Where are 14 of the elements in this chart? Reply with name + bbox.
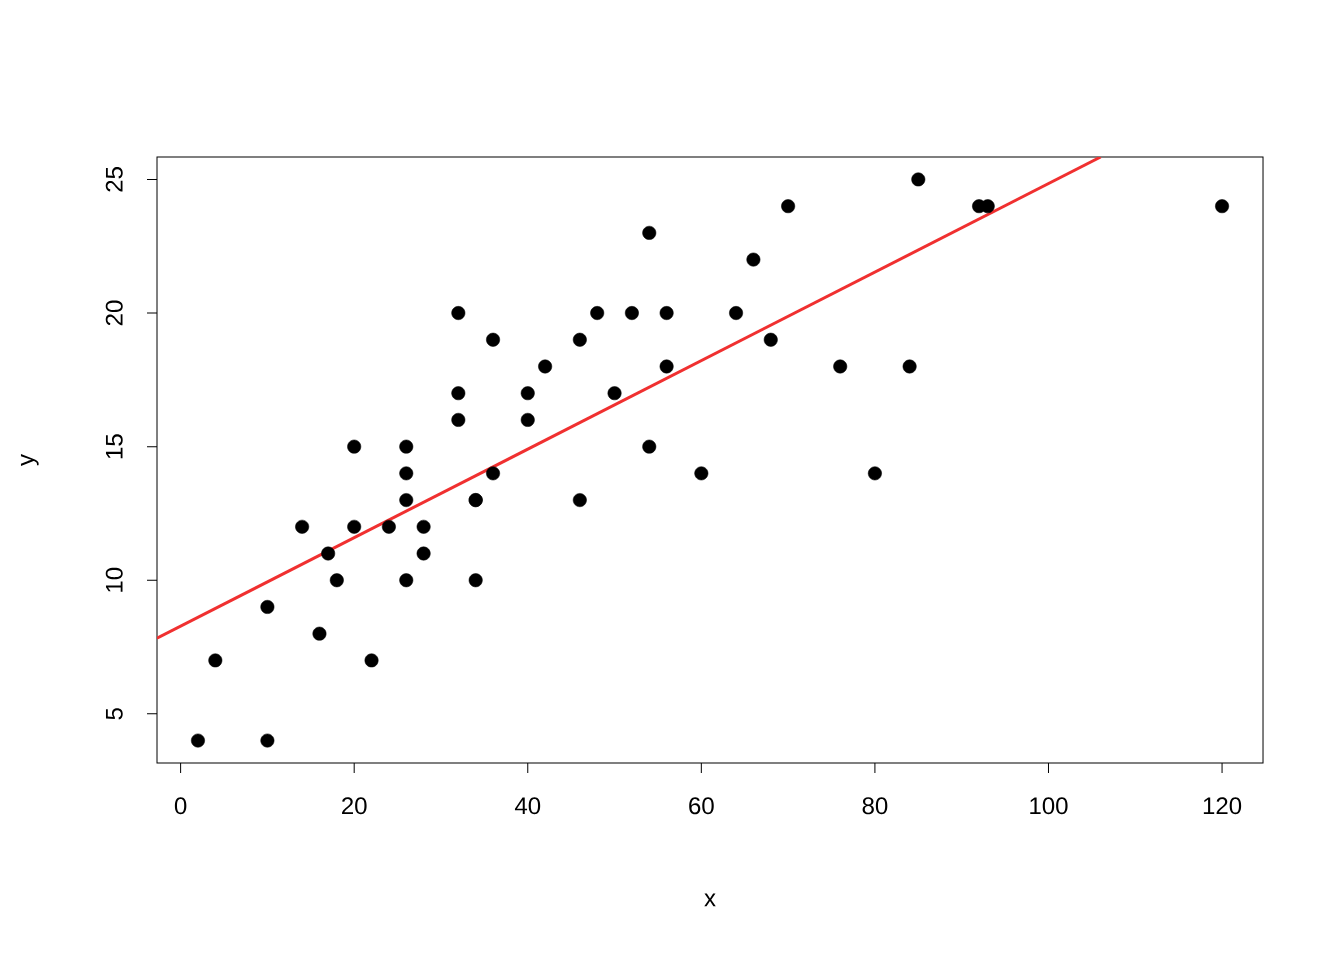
y-tick-label: 5 [105, 708, 123, 720]
y-tick-label: 15 [105, 434, 123, 459]
x-tick-label: 40 [514, 797, 541, 815]
x-axis-title: x [704, 893, 716, 907]
x-tick-label: 80 [862, 797, 888, 815]
x-tick-label: 20 [342, 797, 367, 815]
y-tick-label: 20 [105, 300, 123, 326]
y-axis-title: y [20, 454, 39, 466]
x-tick-label: 0 [174, 797, 187, 815]
x-tick-label: 120 [1203, 797, 1242, 815]
x-tick-label: 60 [689, 797, 714, 815]
x-tick-label: 100 [1030, 797, 1068, 815]
y-tick-label: 25 [105, 167, 123, 192]
y-tick-label: 10 [105, 567, 123, 592]
